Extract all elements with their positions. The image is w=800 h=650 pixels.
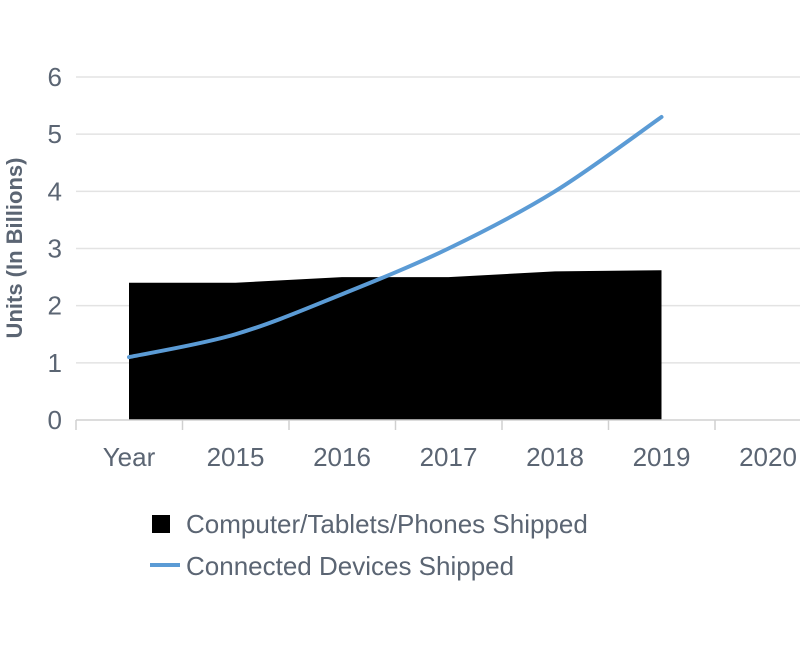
line-series <box>127 115 664 360</box>
legend-swatch-area <box>152 515 170 533</box>
y-tick-label: 0 <box>48 405 62 435</box>
y-tick-label: 2 <box>48 291 62 321</box>
x-tick-label: 2019 <box>633 442 691 472</box>
x-tick-label: 2017 <box>420 442 478 472</box>
y-tick-label: 6 <box>48 62 62 92</box>
x-tick-label: 2018 <box>526 442 584 472</box>
y-tick-labels: 0 1 2 3 4 5 6 <box>48 62 62 435</box>
line-connected-devices <box>127 115 664 360</box>
legend: Computer/Tablets/Phones Shipped Connecte… <box>150 509 588 581</box>
axes <box>75 419 800 430</box>
legend-label-area: Computer/Tablets/Phones Shipped <box>186 509 588 539</box>
area-series <box>129 270 662 420</box>
y-tick-label: 5 <box>48 119 62 149</box>
y-axis-label: Units (In Billions) <box>2 158 27 339</box>
x-tick-label: 2015 <box>207 442 265 472</box>
x-tick-label: 2016 <box>313 442 371 472</box>
legend-label-line: Connected Devices Shipped <box>186 551 514 581</box>
x-tick-label: 2020 <box>739 442 797 472</box>
x-tick-label: Year <box>103 442 156 472</box>
area-computers-tablets-phones <box>129 270 662 420</box>
y-tick-label: 4 <box>48 176 62 206</box>
x-tick-labels: Year 2015 2016 2017 2018 2019 2020 <box>103 442 797 472</box>
y-tick-label: 3 <box>48 234 62 264</box>
y-tick-label: 1 <box>48 348 62 378</box>
